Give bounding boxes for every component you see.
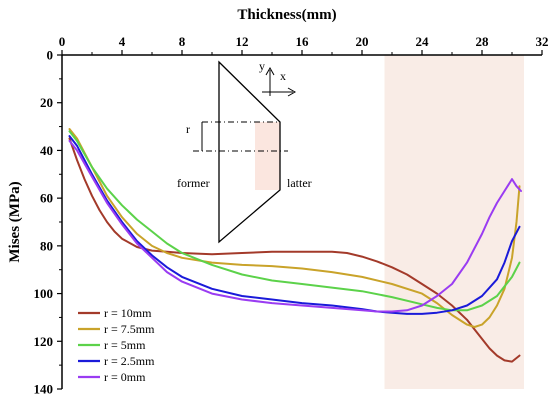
inset-shaded-area <box>255 122 280 190</box>
series-line-2 <box>68 130 521 312</box>
y-tick-label: 100 <box>34 286 54 301</box>
x-tick-label: 12 <box>236 34 249 49</box>
x-tick-label: 8 <box>179 34 186 49</box>
legend-label-3: r = 2.5mm <box>104 354 155 368</box>
y-tick-label: 20 <box>40 95 53 110</box>
series-line-1 <box>68 128 521 328</box>
series-line-3 <box>68 135 521 315</box>
legend-label-4: r = 0mm <box>104 370 146 384</box>
inset-y-arrowhead <box>265 66 275 76</box>
inset-label-r: r <box>186 122 190 136</box>
legend: r = 10mm r = 7.5mm r = 5mm r = 2.5mm r = 0mm <box>78 306 155 384</box>
series-line-4 <box>68 139 522 313</box>
inset-label-latter: latter <box>287 176 312 190</box>
y-tick-label: 120 <box>34 334 54 349</box>
x-tick-label: 4 <box>119 34 126 49</box>
inset-label-y: y <box>259 59 265 73</box>
inset-label-former: former <box>177 176 210 190</box>
legend-label-0: r = 10mm <box>104 306 152 320</box>
x-tick-label: 0 <box>59 34 66 49</box>
y-tick-label: 40 <box>40 143 53 158</box>
x-tick-label: 28 <box>476 34 490 49</box>
inset-diagram: r former latter y x <box>177 59 312 244</box>
y-tick-label: 80 <box>40 238 53 253</box>
legend-label-2: r = 5mm <box>104 338 146 352</box>
x-axis-title: Thickness(mm) <box>237 7 336 23</box>
y-tick-label: 140 <box>34 382 54 397</box>
x-tick-label: 24 <box>416 34 430 49</box>
highlight-region <box>384 55 524 389</box>
inset-x-arrowhead <box>287 87 297 97</box>
legend-label-1: r = 7.5mm <box>104 322 155 336</box>
axes-layer: 0 4 8 12 16 20 24 28 32 0 20 40 60 80 100 120 140 Thickne… <box>7 7 549 397</box>
x-tick-label: 16 <box>296 34 310 49</box>
x-tick-label: 20 <box>356 34 369 49</box>
series-layer <box>68 128 522 363</box>
x-tick-label: 32 <box>536 34 549 49</box>
y-tick-label: 0 <box>47 48 54 63</box>
series-line-0 <box>68 137 521 363</box>
inset-trapezoid <box>218 60 281 244</box>
y-axis-title: Mises (MPa) <box>7 181 23 262</box>
y-tick-label: 60 <box>40 191 53 206</box>
inset-label-x: x <box>280 69 286 83</box>
